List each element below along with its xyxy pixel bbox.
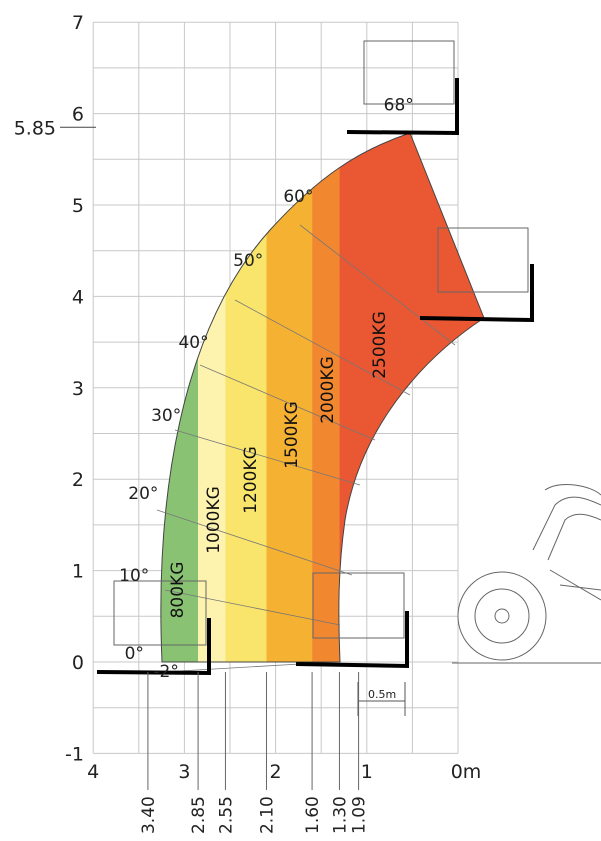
fork-icon (295, 572, 409, 669)
zone-label: 800KG (168, 562, 188, 619)
zone-area (266, 133, 313, 662)
y-tick-label: 5 (72, 195, 84, 217)
boom-line (174, 429, 361, 486)
zone-label: 2500KG (370, 311, 390, 379)
scale-bar: 0.5m (357, 682, 406, 716)
angle-label: 68° (384, 95, 414, 115)
zone-label: 1200KG (241, 446, 261, 514)
machine-outline (452, 484, 601, 664)
angle-label: 40° (178, 333, 208, 353)
zone-label: 1500KG (282, 401, 302, 469)
x-extra-tick-label: 3.40 (139, 796, 159, 834)
boom-line (299, 224, 456, 346)
y-tick-label: -1 (65, 743, 84, 765)
angle-label: 10° (119, 566, 149, 586)
y-tick-label: 4 (72, 286, 84, 308)
y-tick-label: 1 (72, 561, 84, 583)
x-extra-tick-label: 2.85 (189, 796, 209, 834)
angle-label: 0° (125, 644, 144, 664)
x-extra-tick-label: 2.55 (216, 796, 236, 834)
angle-label: 20° (128, 484, 158, 504)
reach-envelope (160, 132, 485, 663)
x-tick-label: 2 (270, 761, 282, 783)
zone-area (340, 208, 484, 662)
y-tick-label: 0 (72, 652, 84, 674)
angle-label: 60° (283, 187, 313, 207)
scale-bar-label: 0.5m (368, 688, 396, 701)
angle-label: -2° (153, 662, 178, 682)
zone-area (198, 133, 226, 662)
zone-label: 1000KG (204, 486, 224, 554)
boom-lines (156, 224, 456, 673)
x-tick-label: 1 (361, 761, 373, 783)
angle-label: 30° (151, 406, 181, 426)
angle-label: 50° (233, 251, 263, 271)
y-tick-label: 7 (72, 12, 84, 34)
y-tick-label: 6 (72, 104, 84, 126)
x-extra-tick-label: 1.60 (303, 796, 323, 834)
boom-line (199, 364, 376, 441)
x-extra-tick-label: 1.30 (330, 796, 350, 834)
max-height-label: 5.85 (14, 117, 56, 139)
x-extra-tick-label: 2.10 (257, 796, 277, 834)
boom-line (156, 509, 353, 576)
zone-area (312, 133, 340, 662)
zone-label: 2000KG (318, 356, 338, 424)
y-tick-label: 2 (72, 469, 84, 491)
fork-icon (346, 40, 459, 136)
x-tick-label: 3 (178, 761, 190, 783)
x-tick-label: 0m (451, 761, 482, 783)
fork-icon (96, 580, 211, 676)
boom-line (234, 299, 411, 396)
boom-line (161, 663, 301, 673)
x-tick-label: 4 (87, 761, 99, 783)
fork-icon (419, 227, 534, 323)
y-tick-label: 3 (72, 378, 84, 400)
x-extra-tick-label: 1.09 (350, 796, 370, 834)
boom-line (164, 589, 341, 626)
